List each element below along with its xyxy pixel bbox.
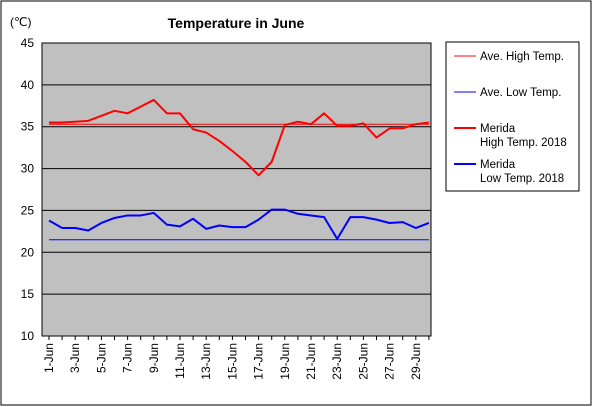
legend-label-3: Merida [480,159,516,171]
plot-area [41,42,432,337]
y-tick-label: 20 [21,245,35,259]
x-axis: 1-Jun 3-Jun 5-Jun 7-Jun 9-Jun 11-Jun 13-Jun 15-… [42,336,430,380]
legend-label-3: Low Temp. 2018 [480,173,564,185]
x-tick-label: 29-Jun [409,343,423,380]
x-tick-label: 11-Jun [173,343,187,379]
y-tick-label: 10 [21,329,35,343]
x-tick-label: 19-Jun [278,343,292,380]
series-lines [48,98,430,241]
y-tick-label: 35 [21,120,35,134]
legend: Ave. High Temp. Ave. Low Temp. Merida High … [445,41,580,192]
x-tick-label: 9-Jun [147,343,161,373]
x-tick-label: 25-Jun [356,343,370,380]
x-tick-label: 17-Jun [252,343,266,380]
x-tick-label: 23-Jun [330,343,344,380]
x-tick-label: 5-Jun [94,343,108,373]
x-tick-label: 15-Jun [225,343,239,380]
chart-title: Temperature in June [168,15,305,31]
grid-lines [42,84,431,295]
y-tick-label: 40 [21,78,35,92]
y-tick-label: 25 [21,203,35,217]
legend-label-0: Ave. High Temp. [480,51,564,63]
x-tick-label: 13-Jun [199,343,213,380]
y-tick-label: 30 [21,162,35,176]
y-tick-label: 15 [21,287,35,301]
x-tick-label: 21-Jun [304,343,318,380]
legend-label-1: Ave. Low Temp. [480,87,561,99]
x-tick-label: 27-Jun [383,343,397,380]
x-tick-label: 3-Jun [68,343,82,373]
legend-box [445,41,580,192]
y-unit-label: (℃) [10,15,31,29]
x-tick-label: 7-Jun [121,343,135,373]
series-line-3 [48,208,430,240]
x-tick-label: 1-Jun [42,343,56,373]
legend-label-2: High Temp. 2018 [480,137,567,149]
legend-label-2: Merida [480,123,516,135]
y-tick-label: 45 [21,36,35,50]
y-axis: 10 15 20 25 30 35 40 45 [21,36,35,343]
series-line-2 [49,98,430,177]
